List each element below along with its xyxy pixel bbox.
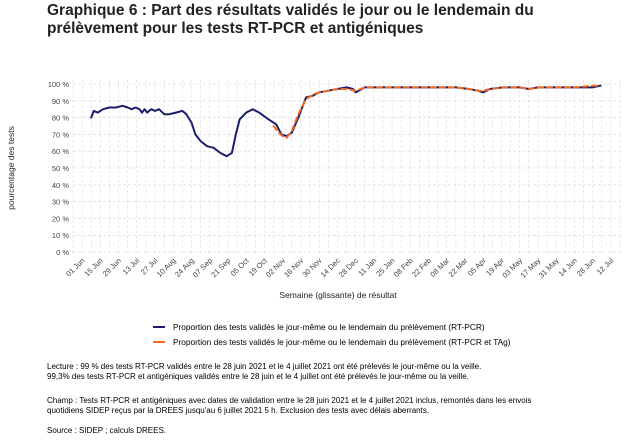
x-tick-label: 08 Feb — [392, 256, 415, 279]
x-tick-label: 13 Jul — [121, 256, 142, 277]
x-tick-label: 05 Apr — [466, 256, 488, 278]
y-axis-label: pourcentage des tests — [6, 126, 16, 210]
x-tick-label: 10 Aug — [155, 256, 178, 279]
x-tick-label: 11 Jan — [356, 256, 378, 278]
x-axis-label: Semaine (glissante) de résultat — [279, 290, 397, 300]
gridlines — [72, 80, 621, 254]
y-tick-label: 30 % — [52, 198, 69, 207]
legend-swatch-rtpcr — [153, 325, 165, 328]
champ-line-1: Champ : Tests RT-PCR et antigéniques ave… — [47, 396, 532, 405]
x-tick-label: 14 Jun — [557, 256, 579, 278]
x-tick-label: 05 Oct — [229, 255, 252, 278]
x-tick-label: 28 Dec — [337, 256, 360, 279]
chart-title: Graphique 6 : Part des résultats validés… — [47, 2, 534, 37]
series-line-rtpcr-tag — [272, 84, 602, 139]
champ-line-2: quotidiens SIDEP reçus par la DREES jusq… — [47, 406, 430, 415]
legend-label-rtpcr-tag: Proportion des tests validés le jour-mêm… — [173, 336, 511, 347]
x-tick-label: 07 Sep — [191, 256, 214, 279]
x-tick-label: 12 Jul — [595, 256, 616, 277]
y-tick-label: 80 % — [52, 114, 69, 123]
x-tick-label: 22 Feb — [410, 256, 433, 279]
y-tick-label: 100 % — [48, 80, 70, 89]
lecture-line-1: Lecture : 99 % des tests RT-PCR validés … — [47, 362, 482, 371]
x-tick-label: 28 Jun — [575, 256, 597, 278]
y-tick-label: 50 % — [52, 164, 69, 173]
x-tick-label: 21 Sep — [209, 256, 232, 279]
x-tick-label: 15 Jun — [82, 256, 104, 278]
notes: Lecture : 99 % des tests RT-PCR validés … — [47, 362, 617, 436]
y-tick-label: 70 % — [52, 130, 69, 139]
x-tick-label: 31 May — [537, 256, 561, 280]
legend: Proportion des tests validés le jour-mêm… — [153, 319, 511, 349]
lecture-line-2: 99,3% des tests RT-PCR et antigéniques v… — [47, 372, 469, 381]
y-tick-label: 60 % — [52, 147, 69, 156]
y-tick-label: 90 % — [52, 97, 69, 106]
x-tick-label: 22 Mar — [447, 256, 470, 279]
series-line-rtpcr — [90, 84, 602, 158]
x-tick-label: 29 Jun — [101, 256, 123, 278]
y-axis-ticks: 0 % 10 % 20 % 30 % 40 % 50 % 60 % 70 % 80 % 90 % 1… — [48, 80, 70, 257]
y-tick-label: 40 % — [52, 181, 69, 190]
source-line: Source : SIDEP ; calculs DREES. — [47, 426, 167, 435]
x-tick-label: 01 Jun — [64, 256, 86, 278]
legend-swatch-rtpcr-tag — [153, 340, 165, 343]
y-tick-label: 0 % — [56, 248, 69, 257]
y-tick-label: 20 % — [52, 214, 69, 223]
series-lines — [90, 84, 602, 158]
legend-item-rtpcr: Proportion des tests validés le jour-mêm… — [153, 319, 511, 334]
line-chart: 0 % 10 % 20 % 30 % 40 % 50 % 60 % 70 % 80 % 90 % 1… — [6, 80, 621, 300]
legend-label-rtpcr: Proportion des tests validés le jour-mêm… — [173, 321, 485, 332]
legend-item-rtpcr-tag: Proportion des tests validés le jour-mêm… — [153, 334, 511, 349]
y-tick-label: 10 % — [52, 231, 69, 240]
